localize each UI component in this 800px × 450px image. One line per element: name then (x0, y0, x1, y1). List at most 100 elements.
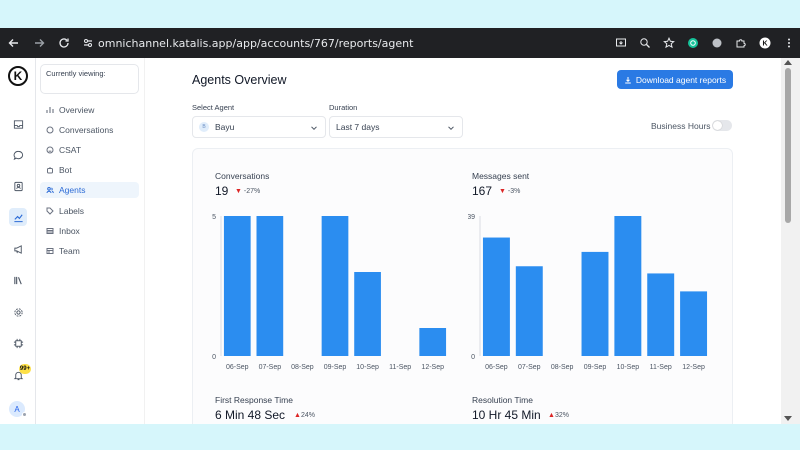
svg-text:K: K (762, 41, 767, 48)
team-icon (46, 248, 54, 254)
business-hours-toggle[interactable] (712, 120, 732, 131)
y-tick-label: 0 (471, 354, 475, 361)
messages-delta: ▼ -3% (499, 188, 520, 195)
bookmark-star-icon[interactable] (662, 36, 676, 50)
sidebar-item-label: Bot (59, 165, 72, 175)
sidebar-item-bot[interactable]: Bot (40, 162, 139, 178)
conversations-metric-value: 19 (215, 184, 229, 198)
reload-button[interactable] (53, 32, 75, 54)
sidebar-item-conversations[interactable]: Conversations (40, 122, 139, 138)
chart-bar (256, 216, 284, 356)
contacts-icon[interactable] (9, 177, 27, 195)
page-scrollbar[interactable] (781, 58, 800, 424)
sidebar-item-labels[interactable]: Labels (40, 203, 139, 219)
tag-icon (46, 207, 54, 215)
x-tick-label: 12-Sep (682, 364, 705, 371)
resolution-metric-value: 10 Hr 45 Min (472, 408, 541, 422)
delta-down-icon: ▼ (235, 188, 242, 195)
install-app-icon[interactable] (614, 36, 628, 50)
reports-sidebar: Currently viewing: Overview Conversation… (36, 58, 145, 424)
chart-bar (419, 328, 447, 356)
forward-button[interactable] (28, 32, 50, 54)
sidebar-item-inbox[interactable]: Inbox (40, 223, 139, 239)
forward-arrow-icon (35, 39, 45, 47)
back-button[interactable] (3, 32, 25, 54)
globe-extension-icon[interactable] (710, 36, 724, 50)
conversations-metric-label: Conversations (215, 171, 270, 181)
download-agent-reports-button[interactable]: Download agent reports (617, 70, 733, 89)
sidebar-item-agents[interactable]: Agents (40, 182, 139, 198)
scrollbar-thumb[interactable] (785, 68, 791, 223)
messages-metric-value: 167 (472, 184, 493, 198)
x-tick-label: 08-Sep (551, 364, 574, 371)
first-response-metric-value: 6 Min 48 Sec (215, 408, 286, 422)
duration-select[interactable]: Last 7 days (329, 116, 463, 138)
first-response-delta: ▲24% (294, 412, 315, 419)
browser-toolbar: omnichannel.katalis.app/app/accounts/767… (0, 28, 800, 58)
x-tick-label: 06-Sep (485, 364, 508, 371)
y-tick-label: 5 (212, 214, 216, 221)
select-agent-label: Select Agent (192, 103, 235, 112)
currently-viewing-label: Currently viewing: (46, 69, 106, 78)
library-books-icon[interactable] (9, 271, 27, 289)
first-response-metric-label: First Response Time (215, 395, 293, 405)
sidebar-item-overview[interactable]: Overview (40, 102, 139, 118)
account-switcher[interactable]: Currently viewing: (40, 64, 139, 94)
user-avatar[interactable]: A (9, 401, 25, 417)
site-settings-icon[interactable] (82, 37, 94, 49)
reports-icon[interactable] (9, 208, 27, 226)
messages-delta-value: -3% (507, 188, 521, 195)
delta-down-icon: ▼ (499, 188, 506, 195)
x-tick-label: 10-Sep (356, 364, 379, 371)
conversations-icon[interactable] (9, 146, 27, 164)
first-response-delta-value: 24% (300, 412, 315, 419)
resolution-delta-value: 32% (554, 412, 569, 419)
download-icon (625, 76, 631, 83)
x-tick-label: 12-Sep (421, 364, 444, 371)
chart-bar (482, 237, 510, 356)
inbox-icon[interactable] (9, 115, 27, 133)
metrics-card: Conversations 19 ▼ -27% Messages sent 16… (192, 148, 733, 424)
app-logo[interactable]: K (8, 66, 28, 86)
address-bar[interactable]: omnichannel.katalis.app/app/accounts/767… (74, 32, 664, 54)
browser-extensions: K (614, 32, 796, 54)
profile-avatar-icon[interactable]: K (758, 36, 772, 50)
zoom-icon[interactable] (638, 36, 652, 50)
browser-menu-icon[interactable] (782, 36, 796, 50)
x-tick-label: 11-Sep (389, 364, 411, 371)
chart-bar (581, 251, 609, 356)
presence-status-dot (22, 412, 27, 417)
sidebar-item-label: Conversations (59, 125, 114, 135)
business-hours-label: Business Hours (651, 121, 711, 131)
download-button-label: Download agent reports (635, 74, 727, 85)
conversations-delta-value: -27% (243, 188, 261, 195)
main-content: Agents Overview Download agent reports S… (145, 58, 781, 424)
x-tick-label: 08-Sep (291, 364, 314, 371)
chart-bar (354, 272, 381, 356)
sidebar-item-label: Agents (59, 185, 86, 195)
agent-select[interactable]: B Bayu (192, 116, 326, 138)
scroll-down-arrow-icon[interactable] (784, 416, 792, 421)
agent-avatar: B (199, 122, 209, 132)
chevron-down-icon (311, 126, 317, 131)
page-title: Agents Overview (192, 73, 287, 87)
integrations-chip-icon[interactable] (9, 334, 27, 352)
grammarly-extension-icon[interactable] (686, 36, 700, 50)
extensions-puzzle-icon[interactable] (734, 36, 748, 50)
scroll-up-arrow-icon[interactable] (784, 60, 792, 65)
chart-bar (223, 216, 251, 356)
campaigns-megaphone-icon[interactable] (9, 240, 27, 258)
x-tick-label: 06-Sep (226, 364, 249, 371)
sidebar-item-label: Team (59, 246, 80, 256)
resolution-delta: ▲32% (548, 412, 569, 419)
x-tick-label: 09-Sep (584, 364, 607, 371)
sidebar-item-team[interactable]: Team (40, 243, 139, 259)
inbox-icon (46, 228, 54, 234)
chart-bar (647, 273, 675, 356)
notification-badge: 99+ (19, 364, 31, 374)
duration-label: Duration (329, 103, 358, 112)
x-tick-label: 11-Sep (650, 364, 672, 371)
sidebar-item-csat[interactable]: CSAT (40, 142, 139, 158)
app-window: K 99+ A Currently viewing: Overview Conv… (0, 58, 800, 424)
settings-gear-icon[interactable] (9, 303, 27, 321)
